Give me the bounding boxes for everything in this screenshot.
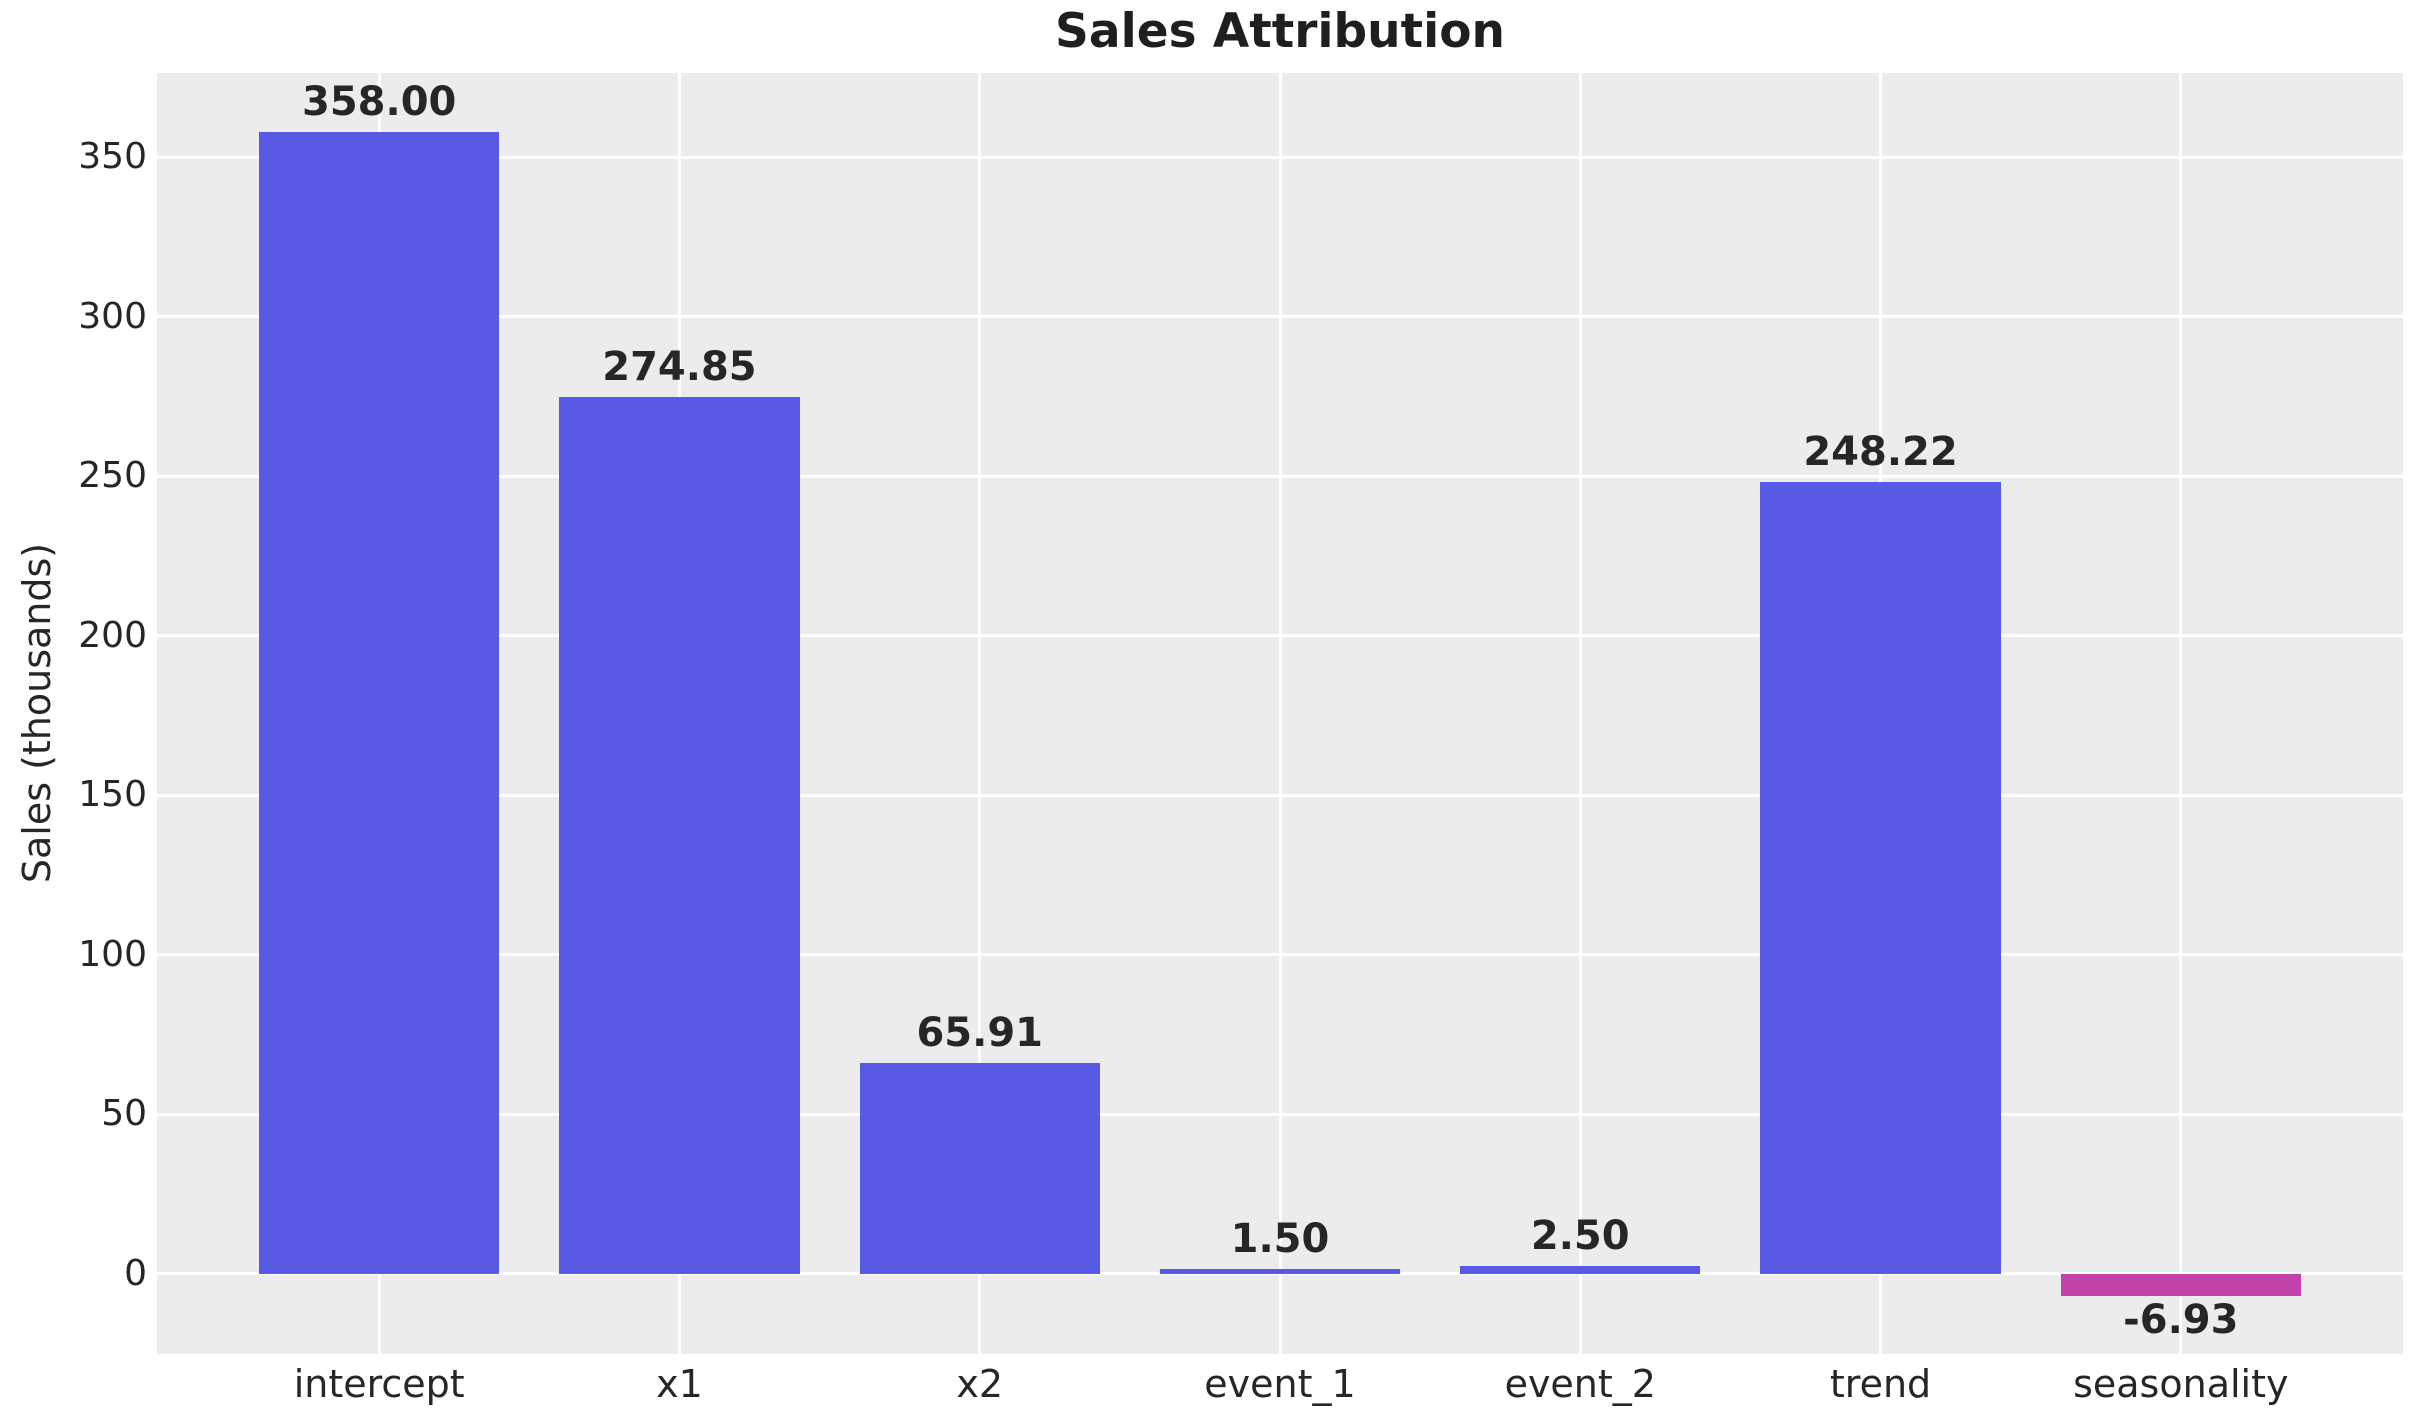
gridline-vertical [2179,73,2183,1354]
bar-intercept [259,131,500,1274]
y-tick-label: 150 [78,774,147,816]
y-tick-label: 50 [101,1093,147,1135]
bar-event_2 [1460,1265,1701,1274]
gridline-vertical [1578,73,1582,1354]
y-axis-label: Sales (thousands) [15,542,59,884]
bar-value-label-x2: 65.91 [916,1010,1043,1057]
x-tick-label-event_2: event_2 [1504,1362,1656,1406]
bar-trend [1760,481,2001,1274]
bar-value-label-event_2: 2.50 [1530,1212,1630,1259]
bar-value-label-trend: 248.22 [1803,428,1958,475]
bar-x1 [559,396,800,1274]
y-tick-label: 100 [78,933,147,975]
bar-event_1 [1159,1268,1401,1274]
x-tick-label-trend: trend [1829,1362,1932,1406]
x-tick-label-intercept: intercept [293,1362,465,1406]
bar-value-label-x1: 274.85 [602,343,757,390]
x-tick-label-event_1: event_1 [1204,1362,1356,1406]
x-tick-label-seasonality: seasonality [2073,1362,2289,1406]
y-tick-label: 300 [78,295,147,337]
bar-x2 [859,1063,1100,1274]
y-tick-label: 200 [78,614,147,656]
x-tick-label-x1: x1 [656,1362,703,1406]
gridline-vertical [978,73,982,1354]
bar-value-label-event_1: 1.50 [1230,1215,1330,1262]
chart-title: Sales Attribution [1055,4,1505,59]
plot-area [157,73,2403,1354]
y-tick-label: 350 [78,136,147,178]
gridline-vertical [1278,73,1282,1354]
bar-value-label-intercept: 358.00 [302,78,457,125]
bar-seasonality [2060,1273,2301,1296]
y-tick-label: 0 [124,1252,147,1294]
x-tick-label-x2: x2 [956,1362,1004,1406]
y-tick-label: 250 [78,455,147,497]
bar-value-label-seasonality: -6.93 [2123,1296,2239,1343]
